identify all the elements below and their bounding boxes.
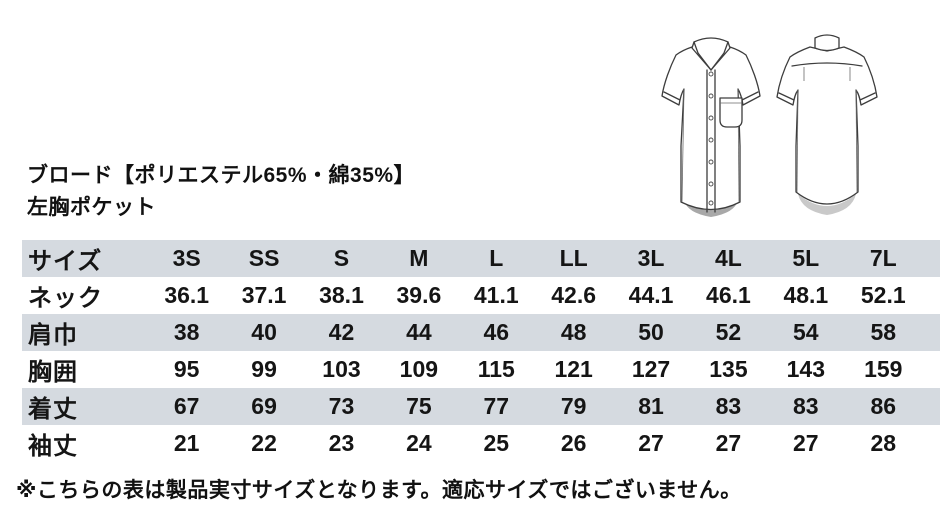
size-cell: 79 (560, 393, 587, 419)
size-cell: 77 (483, 393, 510, 419)
size-cell: 21 (173, 430, 200, 456)
size-cell: 83 (793, 393, 819, 419)
col-header: LL (559, 245, 588, 271)
size-cell: 39.6 (396, 282, 442, 308)
size-cell: 115 (477, 356, 515, 382)
size-cell: 81 (638, 393, 664, 419)
size-cell: 99 (251, 356, 277, 382)
size-cell: 54 (793, 319, 819, 345)
size-cell: 38 (173, 319, 200, 345)
size-table-header-label: サイズ (28, 248, 103, 275)
row-label: 袖丈 (28, 433, 78, 460)
table-spacer (922, 388, 940, 425)
size-cell: 22 (251, 430, 277, 456)
size-cell: 52 (715, 319, 742, 345)
col-header: L (489, 245, 504, 271)
size-cell: 26 (560, 430, 587, 456)
size-cell: 143 (786, 356, 825, 382)
size-cell: 95 (173, 356, 200, 382)
table-spacer (922, 425, 940, 462)
size-cell: 58 (870, 319, 897, 345)
size-cell: 25 (483, 430, 510, 456)
product-description: ブロード【ポリエステル65%・綿35%】 左胸ポケット (27, 160, 415, 224)
size-cell: 27 (793, 430, 819, 456)
table-row: 着丈 67 69 73 75 77 79 81 83 83 86 (22, 388, 940, 425)
size-cell: 27 (715, 430, 742, 456)
table-row: 胸囲 95 99 103 109 115 121 127 135 143 159 (22, 351, 940, 388)
row-label: ネック (28, 285, 103, 312)
size-cell: 159 (864, 356, 903, 382)
col-header: 3S (172, 245, 201, 271)
size-cell: 48 (560, 319, 587, 345)
shirt-back-image (776, 34, 878, 215)
size-cell: 44.1 (628, 282, 674, 308)
row-label: 着丈 (28, 396, 78, 423)
size-cell: 44 (406, 319, 432, 345)
col-header: 5L (792, 245, 820, 271)
size-cell: 23 (328, 430, 355, 456)
size-cell: 46.1 (706, 282, 751, 308)
shirt-illustration (661, 34, 878, 217)
col-header: 4L (715, 245, 742, 271)
size-cell: 69 (251, 393, 277, 419)
size-cell: 52.1 (860, 282, 906, 308)
size-cell: 27 (638, 430, 664, 456)
size-cell: 86 (870, 393, 897, 419)
table-spacer (922, 277, 940, 314)
table-spacer (922, 351, 940, 388)
table-row: 袖丈 21 22 23 24 25 26 27 27 27 28 (22, 425, 940, 462)
pocket-text: 左胸ポケット (27, 196, 156, 219)
table-spacer (922, 314, 940, 351)
table-row: サイズ 3S SS S M L LL 3L 4L 5L 7L (22, 240, 940, 277)
size-cell: 46 (483, 319, 510, 345)
col-header: 7L (869, 245, 897, 271)
size-cell: 28 (870, 430, 897, 456)
size-cell: 103 (322, 356, 361, 382)
col-header: SS (248, 245, 280, 271)
size-cell: 48.1 (783, 282, 829, 308)
size-cell: 41.1 (473, 282, 519, 308)
size-cell: 73 (328, 393, 355, 419)
size-cell: 38.1 (319, 282, 364, 308)
table-spacer (922, 240, 940, 277)
size-cell: 135 (709, 356, 748, 382)
table-row: ネック 36.1 37.1 38.1 39.6 41.1 42.6 44.1 4… (22, 277, 940, 314)
row-label: 肩巾 (28, 322, 78, 349)
size-table: サイズ 3S SS S M L LL 3L 4L 5L 7L ネック 36.1 … (22, 240, 940, 462)
size-cell: 50 (638, 319, 664, 345)
note-text: ※こちらの表は製品実寸サイズとなります。適応サイズではございません。 (16, 479, 742, 502)
size-cell: 40 (251, 319, 277, 345)
size-cell: 121 (554, 356, 593, 382)
size-cell: 42 (328, 319, 355, 345)
col-header: 3L (637, 245, 665, 271)
table-row: 肩巾 38 40 42 44 46 48 50 52 54 58 (22, 314, 940, 351)
size-cell: 36.1 (164, 282, 210, 308)
size-cell: 75 (406, 393, 432, 419)
size-cell: 37.1 (241, 282, 287, 308)
fabric-text: ブロード【ポリエステル65%・綿35%】 (27, 164, 416, 187)
row-label: 胸囲 (28, 359, 78, 386)
shirt-front-image (661, 37, 761, 217)
size-cell: 67 (173, 393, 200, 419)
col-header: S (333, 245, 350, 271)
size-cell: 127 (631, 356, 671, 382)
col-header: M (409, 245, 429, 271)
size-cell: 24 (406, 430, 432, 456)
size-cell: 42.6 (551, 282, 597, 308)
size-cell: 109 (399, 356, 439, 382)
size-cell: 83 (715, 393, 742, 419)
